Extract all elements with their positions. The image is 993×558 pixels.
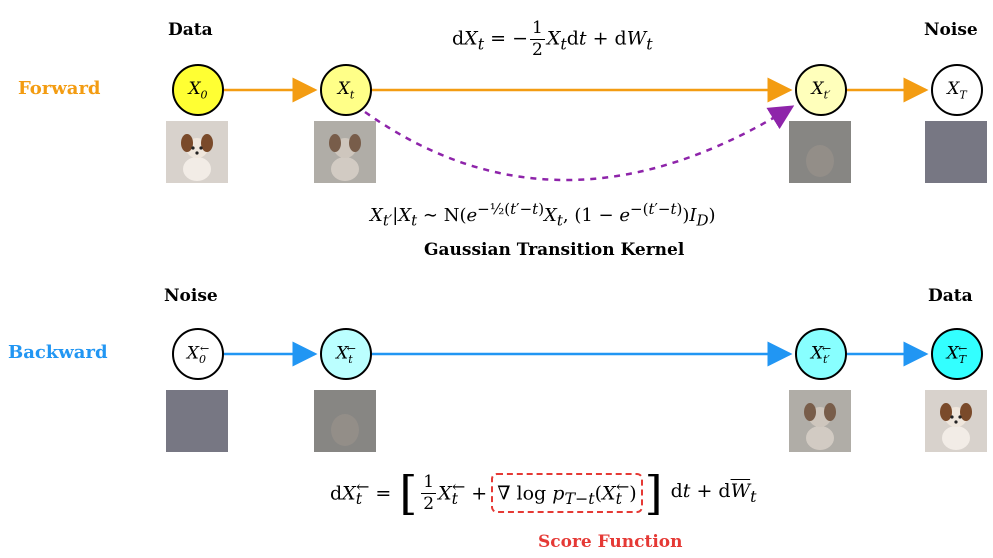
forward-thumb-very-noisy bbox=[789, 121, 851, 183]
transition-kernel-arrow bbox=[364, 105, 795, 182]
score-caption: Score Function bbox=[538, 532, 683, 552]
forward-node-x0: X0 bbox=[172, 64, 224, 116]
backward-thumb-pure-noise bbox=[166, 390, 228, 452]
score-function-box: ∇ log pT−t(Xt←) bbox=[491, 473, 643, 513]
backward-thumb-very-noisy bbox=[314, 390, 376, 452]
backward-node-xtprime: Xt′← bbox=[795, 328, 847, 380]
backward-thumb-slightly-noisy bbox=[789, 390, 851, 452]
backward-thumb-clean-dog bbox=[925, 390, 987, 452]
forward-right-header: Noise bbox=[924, 20, 978, 40]
forward-thumb-pure-noise bbox=[925, 121, 987, 183]
backward-label: Backward bbox=[8, 342, 108, 363]
forward-node-xtprime: Xt′ bbox=[795, 64, 847, 116]
backward-left-header: Noise bbox=[164, 286, 218, 306]
forward-sde: dXt = −1 2 Xtdt + dWt bbox=[452, 18, 653, 60]
forward-node-xT: XT bbox=[931, 64, 983, 116]
forward-thumb-slightly-noisy bbox=[314, 121, 376, 183]
forward-label: Forward bbox=[18, 78, 101, 99]
backward-right-header: Data bbox=[928, 286, 973, 306]
kernel-formula: Xt′|Xt ∼ N(e−½(t′−t)Xt, (1 − e−(t′−t))ID… bbox=[370, 200, 716, 230]
forward-node-xt: Xt bbox=[320, 64, 372, 116]
backward-node-xT: XT← bbox=[931, 328, 983, 380]
kernel-caption: Gaussian Transition Kernel bbox=[424, 240, 685, 260]
backward-node-xt: Xt← bbox=[320, 328, 372, 380]
forward-left-header: Data bbox=[168, 20, 213, 40]
backward-node-x0: X0← bbox=[172, 328, 224, 380]
forward-thumb-clean-dog bbox=[166, 121, 228, 183]
